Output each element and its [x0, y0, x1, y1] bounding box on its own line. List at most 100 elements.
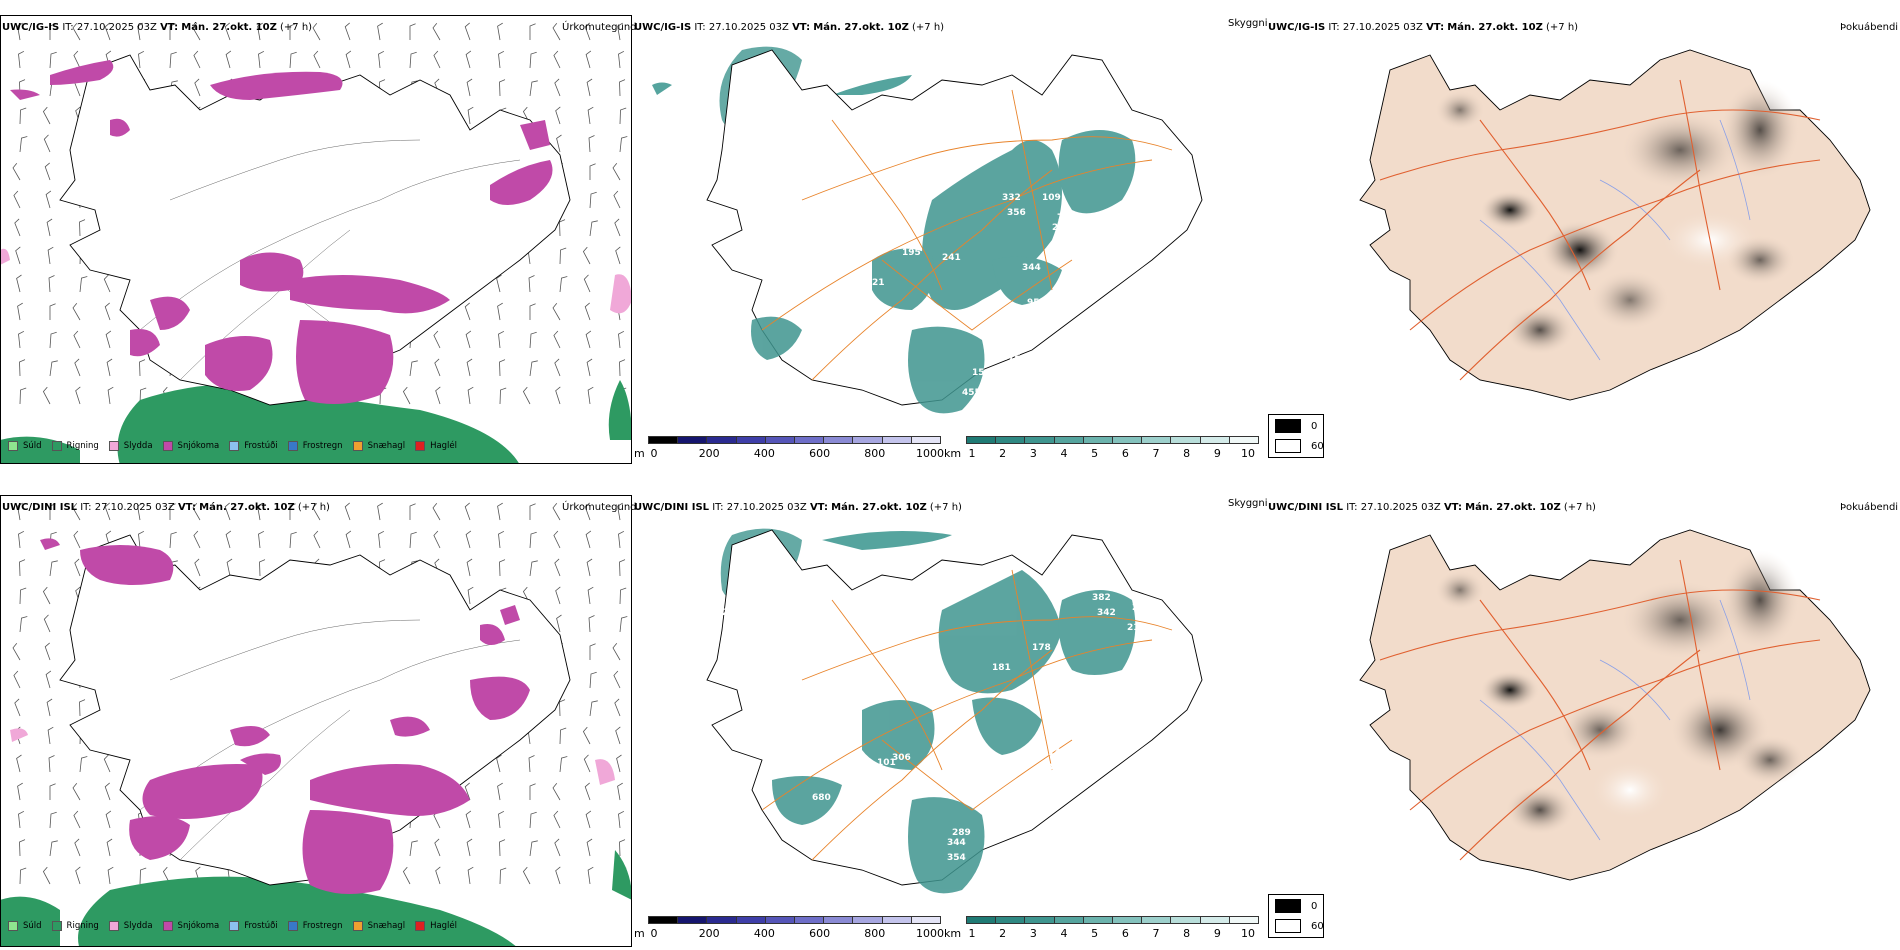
colorbar-tick-label: 1000: [916, 447, 944, 460]
wind-barb: [522, 866, 531, 885]
wind-barb: [79, 276, 88, 293]
colorbar-segment: [852, 436, 883, 444]
map-value-label: 952: [1027, 298, 1046, 308]
wind-barb: [614, 698, 621, 717]
map-value-label: 356: [1007, 208, 1026, 218]
colorbar-segment: [1228, 436, 1259, 444]
colorbar-unit: km: [944, 927, 962, 940]
fog-legend-swatch: [1275, 419, 1301, 433]
wind-barb: [585, 330, 592, 349]
map-value-label: 28: [728, 113, 741, 123]
map-value-label: 382: [1092, 593, 1111, 603]
wind-barb: [224, 502, 231, 521]
wind-barb: [19, 136, 28, 153]
colorbar-tick-label: 2: [999, 927, 1007, 940]
map-value-label: 182: [777, 565, 796, 575]
wind-barb: [45, 670, 52, 689]
map-value-label: 354: [947, 853, 966, 863]
map-value-label: 852: [1047, 773, 1066, 783]
colorbar-segment: [1024, 916, 1055, 924]
colorbar-segment: [764, 436, 795, 444]
wind-barb: [139, 867, 147, 885]
legend-swatch: [352, 921, 363, 931]
wind-barb: [43, 614, 51, 633]
map-value-label: 20: [722, 608, 735, 618]
map-value-label: 342: [1097, 608, 1116, 618]
wind-barb: [14, 218, 21, 237]
wind-barb: [618, 530, 625, 549]
wind-barb: [498, 530, 505, 549]
wind-barb: [434, 838, 441, 857]
legend-swatch: [229, 921, 240, 931]
wind-barb: [498, 330, 505, 349]
wind-barb: [466, 838, 473, 857]
wind-barb: [618, 50, 625, 69]
wind-barb: [257, 22, 263, 41]
wind-barb: [496, 274, 502, 293]
wind-barb: [225, 50, 232, 69]
wind-barb: [49, 303, 56, 320]
wind-barb: [529, 531, 537, 549]
map-value-label: 344: [1047, 763, 1066, 773]
wind-barb: [225, 530, 232, 549]
colorbar-segment: [794, 916, 825, 924]
wind-barb: [409, 23, 416, 40]
wind-barb: [409, 51, 417, 69]
colorbar-tick-label: 400: [753, 927, 775, 940]
wind-barb: [559, 219, 566, 237]
wind-barb: [433, 50, 441, 69]
colorbar-segment: [706, 916, 737, 924]
colorbar-segment: [1053, 916, 1084, 924]
visibility-label-bottom: Skyggni: [1228, 498, 1268, 509]
colorbar-segment: [677, 916, 708, 924]
fog-legend-swatch: [1275, 899, 1301, 913]
map-value-label: 109: [1042, 193, 1061, 203]
wind-barb: [499, 387, 507, 405]
wind-barb: [617, 782, 623, 801]
colorbar-segment: [794, 436, 825, 444]
legend-item: Slydda: [108, 921, 153, 931]
wind-barb: [554, 838, 561, 857]
wind-barb: [107, 386, 114, 405]
colorbar-tick-label: 600: [809, 927, 831, 940]
wind-barb: [464, 302, 471, 321]
wind-barb: [553, 810, 561, 829]
colorbar-unit: m: [634, 447, 645, 460]
height-colorbar-top: m 0 200 400 600 800 1000: [634, 436, 946, 462]
wind-barb: [74, 558, 81, 577]
wind-barb: [555, 866, 561, 885]
map-value-label: 680: [812, 793, 831, 803]
colorbar-segment: [677, 436, 708, 444]
legend-item: Snæhagl: [352, 921, 405, 931]
wind-barb: [615, 726, 621, 745]
wind-barb: [345, 530, 352, 549]
iceland-coast: [1359, 49, 1871, 401]
wind-barb: [72, 782, 81, 801]
map-value-label: 211: [732, 588, 751, 598]
wind-barb: [529, 840, 538, 857]
wind-barb: [107, 866, 114, 885]
wind-barb: [619, 587, 627, 605]
wind-barb: [589, 163, 596, 180]
wind-barb: [74, 358, 81, 377]
wind-barb: [42, 386, 51, 405]
wind-barb: [529, 303, 536, 320]
wind-barb: [584, 502, 591, 521]
wind-barb: [138, 530, 145, 549]
wind-barb: [13, 670, 21, 689]
wind-barb: [18, 530, 25, 549]
cloud-map-top: 2632081512821195212413323561092797834495…: [652, 46, 1203, 423]
legend-label: Frostregn: [302, 921, 343, 931]
map-value-label: 455: [962, 388, 981, 398]
wind-barb: [12, 642, 21, 661]
wind-barb: [16, 274, 22, 293]
wind-barb: [49, 503, 56, 520]
wind-barb: [612, 642, 621, 661]
wind-barb: [554, 78, 561, 97]
wind-barb: [72, 502, 81, 521]
wind-barb: [49, 331, 57, 349]
colorbar-tick-label: 1: [968, 447, 976, 460]
wind-barb: [464, 502, 471, 521]
legend-label: Súld: [23, 921, 42, 931]
wind-barb: [497, 782, 503, 801]
